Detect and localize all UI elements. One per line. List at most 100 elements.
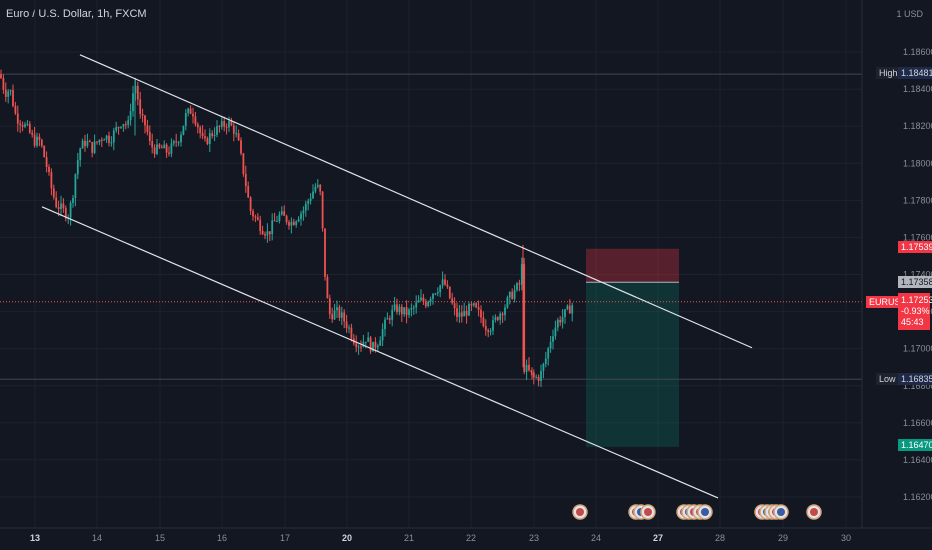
- candle-body: [129, 111, 132, 121]
- candle-body: [81, 140, 84, 149]
- candle-body: [244, 173, 247, 187]
- candle-body: [40, 139, 43, 146]
- candle-body: [561, 316, 564, 323]
- candle-body: [499, 313, 502, 320]
- currency-label: 1 USD: [896, 9, 923, 19]
- candle-body: [175, 141, 178, 143]
- candle-body: [547, 348, 550, 359]
- candle-body: [45, 157, 48, 168]
- candle-body: [158, 144, 161, 148]
- candle-body: [187, 108, 190, 114]
- economic-events: [572, 504, 822, 520]
- candle-body: [357, 346, 360, 348]
- candle-body: [460, 312, 463, 317]
- candle-body: [540, 371, 542, 381]
- candle-body: [33, 134, 36, 146]
- candle-body: [2, 78, 5, 90]
- candle-body: [338, 307, 341, 318]
- candle-body: [513, 290, 516, 299]
- channel-upper-line: [79, 54, 753, 349]
- candle-body: [213, 134, 216, 136]
- candle-body: [170, 143, 173, 154]
- candle-body: [360, 346, 362, 348]
- candle-body: [552, 336, 554, 342]
- candle-body: [108, 135, 110, 143]
- event-flag-inner: [644, 508, 652, 516]
- candle-body: [184, 113, 187, 126]
- candle-body: [242, 153, 245, 174]
- candle-body: [146, 125, 149, 133]
- candle-body: [528, 364, 530, 371]
- candle-body: [381, 329, 384, 341]
- candle-body: [408, 309, 410, 316]
- candle-body: [463, 310, 466, 317]
- last-price: 1.17253: [901, 295, 932, 305]
- price-tick-label: 1.16800: [903, 381, 932, 391]
- candle-body: [292, 221, 295, 225]
- candle-body: [504, 307, 506, 316]
- candle-body: [304, 203, 307, 211]
- candle-body: [240, 140, 242, 154]
- candle-body: [237, 133, 240, 141]
- chart-title: Euro / U.S. Dollar, 1h, FXCM: [6, 8, 147, 20]
- candle-body: [57, 207, 60, 210]
- candle-body: [424, 301, 427, 307]
- candle-body: [189, 108, 192, 114]
- candle-body: [0, 74, 2, 79]
- candle-body: [12, 90, 14, 106]
- stop-price-tag: 1.17539: [898, 241, 932, 253]
- candle-body: [556, 319, 559, 328]
- candle-body: [264, 234, 266, 236]
- candle-body: [420, 297, 422, 301]
- candle-body: [228, 120, 230, 128]
- target-price-tag: 1.16470: [898, 439, 932, 451]
- candle-body: [345, 321, 348, 328]
- candle-body: [31, 132, 34, 135]
- candle-body: [391, 309, 394, 320]
- candle-body: [398, 306, 401, 313]
- candle-body: [508, 291, 511, 298]
- candle-body: [252, 210, 254, 217]
- price-tick-label: 1.18200: [903, 121, 932, 131]
- candle-body: [38, 136, 41, 140]
- candle-body: [525, 364, 528, 372]
- candle-body: [261, 230, 264, 235]
- candle-body: [451, 298, 454, 304]
- reference-lines: [0, 73, 862, 380]
- candle-body: [103, 139, 106, 141]
- price-tick-label: 1.17600: [903, 232, 932, 242]
- candle-body: [74, 174, 77, 198]
- candle-body: [182, 125, 185, 135]
- candle-body: [156, 144, 158, 154]
- candle-body: [115, 127, 118, 131]
- candle-body: [43, 145, 46, 158]
- price-tick-label: 1.18000: [903, 158, 932, 168]
- candle-body: [412, 307, 415, 309]
- candle-body: [489, 330, 492, 332]
- candle-body: [24, 124, 26, 127]
- candle-body: [544, 358, 547, 364]
- time-tick-label: 21: [404, 533, 414, 543]
- candle-body: [230, 120, 233, 126]
- price-tick-label: 1.16200: [903, 492, 932, 502]
- candle-body: [321, 191, 324, 229]
- candle-body: [160, 147, 163, 149]
- candle-body: [153, 147, 156, 154]
- candle-body: [194, 116, 197, 125]
- candle-body: [139, 99, 142, 115]
- event-flag-inner: [777, 508, 785, 516]
- candle-body: [484, 326, 487, 331]
- candle-body: [278, 214, 281, 221]
- candle-body: [496, 317, 499, 320]
- candle-body: [571, 305, 574, 314]
- price-tick-label: 1.18400: [903, 84, 932, 94]
- candle-body: [86, 140, 89, 147]
- candle-body: [69, 202, 72, 218]
- candle-body: [465, 310, 468, 316]
- candle-body: [453, 303, 456, 309]
- candle-body: [326, 276, 329, 299]
- candle-body: [328, 298, 331, 315]
- price-tick-label: 1.16600: [903, 418, 932, 428]
- candle-body: [429, 298, 432, 302]
